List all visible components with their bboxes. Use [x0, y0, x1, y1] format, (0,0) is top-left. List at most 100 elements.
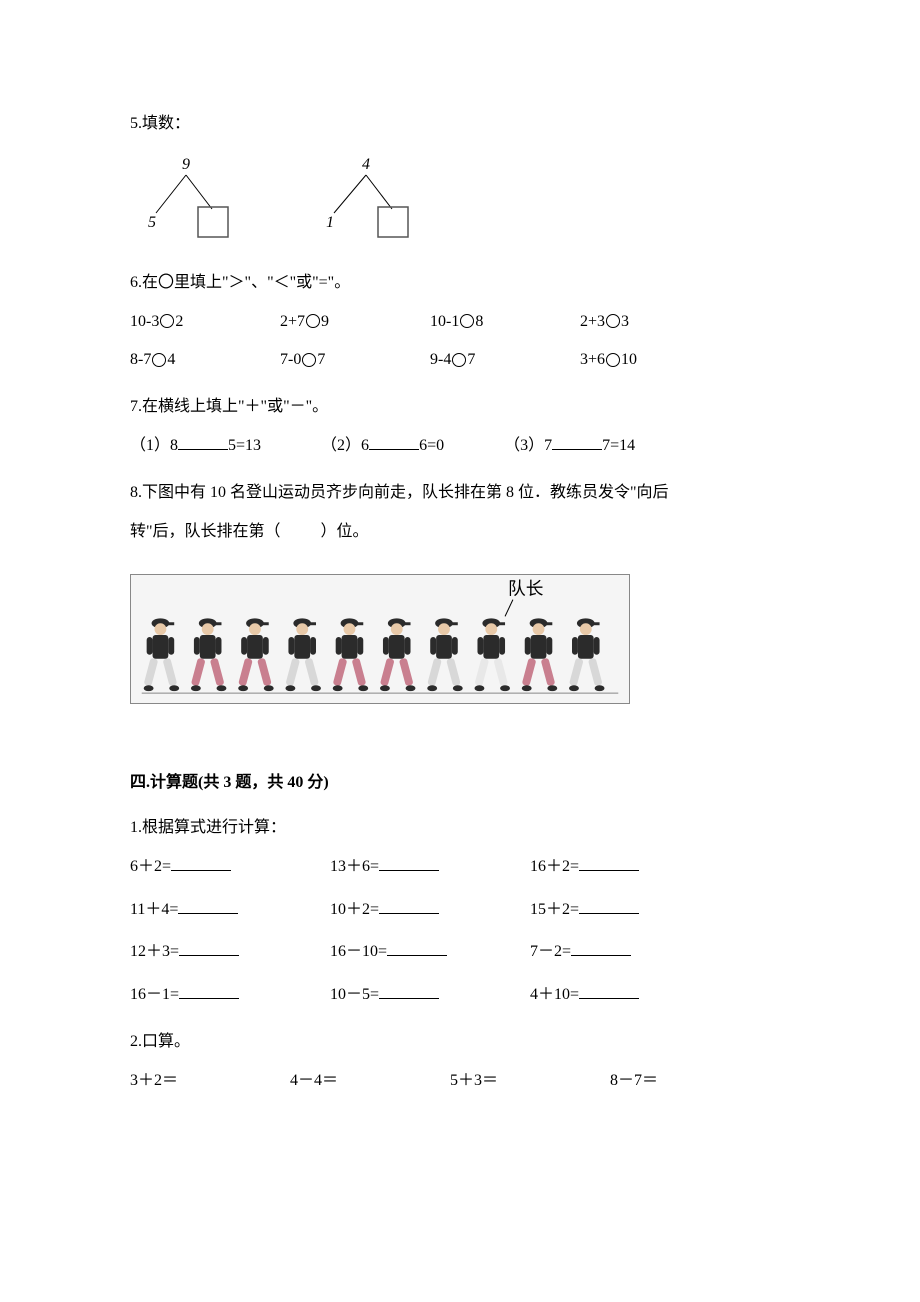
- tree-diagram-1: 9 5: [140, 155, 240, 245]
- q6-cell: 2+79: [280, 308, 430, 337]
- s4q1-grid: 6＋2= 13＋6= 16＋2= 11＋4= 10＋2= 15＋2= 12＋3= 16－10=…: [130, 853, 790, 1010]
- question-7: 7.在横线上填上"＋"或"－"。 （1）85=13 （2）66=0 （3）77=…: [130, 393, 790, 461]
- calc-expression: 16＋2=: [530, 858, 579, 875]
- compare-circle[interactable]: [452, 353, 466, 367]
- calc-expression: 11＋4=: [130, 901, 178, 918]
- climber-figure: [522, 619, 558, 692]
- calc-item: 16－10=: [330, 938, 530, 967]
- compare-circle[interactable]: [160, 314, 174, 328]
- answer-blank[interactable]: [579, 898, 639, 914]
- climber-figure: [569, 619, 605, 692]
- calc-item: 4＋10=: [530, 981, 730, 1010]
- q8-line2-wrap: 转"后，队长排在第（ ）位。: [130, 518, 790, 547]
- calc-item: 7－2=: [530, 938, 730, 967]
- s4q2-grid: 3＋2＝4－4＝5＋3＝8－7＝: [130, 1067, 790, 1096]
- captain-label: 队长: [508, 579, 544, 599]
- answer-blank[interactable]: [178, 898, 238, 914]
- q7-prefix: （3）7: [504, 437, 552, 454]
- s4q2-title: 2.口算。: [130, 1028, 790, 1057]
- calc-expression: 6＋2=: [130, 858, 171, 875]
- tree-diagram-2: 4 1: [320, 155, 420, 245]
- calc-expression: 10－5=: [330, 986, 379, 1003]
- calc-expression: 10＋2=: [330, 901, 379, 918]
- answer-blank[interactable]: [379, 983, 439, 999]
- calc-expression: 16－1=: [130, 986, 179, 1003]
- question-5: 5.填数： 9 5 4 1: [130, 110, 790, 245]
- q6-cell: 7-07: [280, 346, 430, 375]
- climber-figure: [333, 619, 369, 692]
- calc-item: 12＋3=: [130, 938, 330, 967]
- compare-circle[interactable]: [606, 314, 620, 328]
- s4-question-1: 1.根据算式进行计算： 6＋2= 13＋6= 16＋2= 11＋4= 10＋2= 15＋2…: [130, 814, 790, 1010]
- tree1-blank-box[interactable]: [198, 207, 228, 237]
- q6-cell: 9-47: [430, 346, 580, 375]
- tree1-left: 5: [148, 214, 156, 231]
- climber-figure: [144, 619, 180, 692]
- question-8: 8.下图中有 10 名登山运动员齐步向前走，队长排在第 8 位．教练员发令"向后…: [130, 479, 790, 741]
- compare-circle[interactable]: [302, 353, 316, 367]
- calc-expression: 16－10=: [330, 943, 387, 960]
- q5-trees: 9 5 4 1: [140, 155, 790, 245]
- compare-circle[interactable]: [306, 314, 320, 328]
- fill-blank[interactable]: [178, 434, 228, 450]
- q6-cell: 10-32: [130, 308, 280, 337]
- q8-line2-suffix: ）位。: [321, 523, 369, 540]
- compare-circle[interactable]: [606, 353, 620, 367]
- q8-line2: 转"后，队长排在第（: [130, 523, 281, 540]
- calc-item: 16＋2=: [530, 853, 730, 882]
- calc-item: 15＋2=: [530, 896, 730, 925]
- answer-blank[interactable]: [179, 940, 239, 956]
- calc-expression: 13＋6=: [330, 858, 379, 875]
- answer-blank[interactable]: [179, 983, 239, 999]
- climber-figure: [191, 619, 227, 692]
- calc-item: 4－4＝: [290, 1067, 450, 1096]
- answer-blank[interactable]: [379, 898, 439, 914]
- q7-item: （2）66=0: [321, 432, 444, 461]
- fill-blank[interactable]: [552, 434, 602, 450]
- calc-item: 13＋6=: [330, 853, 530, 882]
- q7-suffix: 7=14: [602, 437, 635, 454]
- tree2-left: 1: [326, 214, 334, 231]
- calc-expression: 12＋3=: [130, 943, 179, 960]
- calc-expression: 4＋10=: [530, 986, 579, 1003]
- climber-figure: [474, 619, 510, 692]
- calc-item: 8－7＝: [610, 1067, 770, 1096]
- q6-cell: 8-74: [130, 346, 280, 375]
- answer-blank[interactable]: [579, 983, 639, 999]
- q7-item: （3）7 7=14: [504, 432, 635, 461]
- calc-item: 6＋2=: [130, 853, 330, 882]
- section-4-title: 四.计算题(共 3 题，共 40 分): [130, 769, 790, 798]
- question-6: 6.在〇里填上"＞"、"＜"或"="。 10-32 2+79 10-18 2+3…: [130, 269, 790, 375]
- answer-blank[interactable]: [571, 940, 631, 956]
- tree2-top: 4: [362, 156, 370, 173]
- climber-figure: [427, 619, 463, 692]
- compare-circle[interactable]: [460, 314, 474, 328]
- q7-row: （1）85=13 （2）66=0 （3）77=14: [130, 432, 790, 461]
- fill-blank[interactable]: [369, 434, 419, 450]
- answer-blank[interactable]: [387, 940, 447, 956]
- q6-title: 6.在〇里填上"＞"、"＜"或"="。: [130, 269, 790, 298]
- q6-grid: 10-32 2+79 10-18 2+33 8-74 7-07 9-47 3+6…: [130, 308, 790, 376]
- q6-cell: 3+610: [580, 346, 730, 375]
- climber-figure: [285, 619, 321, 692]
- calc-item: 16－1=: [130, 981, 330, 1010]
- calc-item: 10－5=: [330, 981, 530, 1010]
- tree1-top: 9: [182, 156, 190, 173]
- compare-circle[interactable]: [152, 353, 166, 367]
- q5-title: 5.填数：: [130, 110, 790, 139]
- q7-suffix: 5=13: [228, 437, 261, 454]
- calc-expression: 15＋2=: [530, 901, 579, 918]
- answer-blank[interactable]: [171, 855, 231, 871]
- calc-item: 3＋2＝: [130, 1067, 290, 1096]
- climber-figure: [238, 619, 274, 692]
- s4q1-title: 1.根据算式进行计算：: [130, 814, 790, 843]
- q7-suffix: 6=0: [419, 437, 444, 454]
- answer-blank[interactable]: [579, 855, 639, 871]
- s4-question-2: 2.口算。 3＋2＝4－4＝5＋3＝8－7＝: [130, 1028, 790, 1096]
- q7-title: 7.在横线上填上"＋"或"－"。: [130, 393, 790, 422]
- q6-cell: 10-18: [430, 308, 580, 337]
- calc-item: 10＋2=: [330, 896, 530, 925]
- climber-figure: [380, 619, 416, 692]
- answer-blank[interactable]: [379, 855, 439, 871]
- tree2-blank-box[interactable]: [378, 207, 408, 237]
